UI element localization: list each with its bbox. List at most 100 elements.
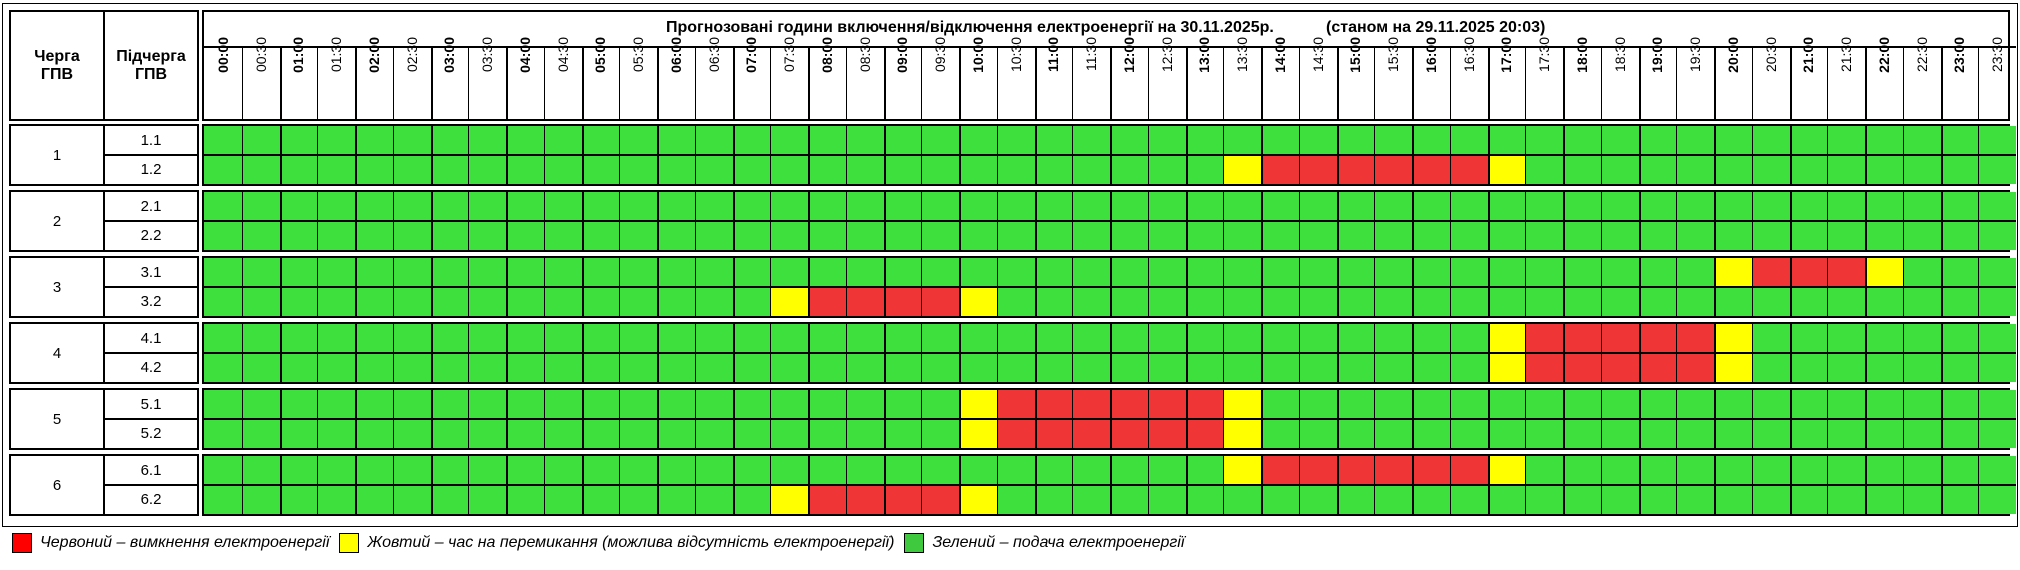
- header-slot-divider: [1487, 46, 1490, 119]
- slot-divider: [1563, 390, 1565, 448]
- schedule-cell: [808, 258, 846, 287]
- schedule-cell: [619, 324, 657, 353]
- schedule-cell: [808, 485, 846, 514]
- time-label: 00:30: [252, 37, 269, 73]
- slot-divider: [581, 126, 584, 184]
- schedule-cell: [1072, 221, 1110, 250]
- queue-label: 5: [52, 410, 62, 428]
- schedule-cell: [694, 221, 733, 250]
- schedule-cell: [392, 485, 431, 514]
- time-label: 07:30: [781, 37, 798, 73]
- schedule-cell: [468, 192, 506, 221]
- header-slot-divider: [883, 46, 886, 119]
- schedule-cell: [1978, 221, 2016, 250]
- schedule-cell: [279, 258, 318, 287]
- schedule-cell: [1223, 258, 1261, 287]
- schedule-cell: [921, 155, 959, 184]
- schedule-cell: [1034, 287, 1073, 316]
- schedule-cell: [1789, 221, 1828, 250]
- schedule-cell: [581, 419, 620, 448]
- schedule-cell: [430, 221, 469, 250]
- time-label: 06:00: [667, 37, 684, 73]
- schedule-cell: [883, 192, 922, 221]
- queue-column-header: Черга ГПВ: [34, 47, 80, 83]
- green-swatch: [904, 533, 925, 553]
- slot-divider: [959, 456, 961, 514]
- schedule-cell: [279, 324, 318, 353]
- slot-divider: [1789, 126, 1792, 184]
- slot-divider: [1412, 324, 1414, 382]
- schedule-cell: [1261, 353, 1299, 382]
- schedule-cell: [392, 287, 431, 316]
- schedule-cell: [996, 485, 1035, 514]
- schedule-cell: [1525, 221, 1563, 250]
- schedule-cell: [1827, 353, 1865, 382]
- schedule-cell: [1449, 192, 1488, 221]
- schedule-cell: [1298, 221, 1337, 250]
- schedule-cell: [1034, 485, 1073, 514]
- schedule-cell: [1412, 419, 1450, 448]
- schedule-cell: [1827, 221, 1865, 250]
- slot-divider: [355, 258, 357, 316]
- schedule-cell: [1223, 324, 1261, 353]
- schedule-cell: [770, 192, 808, 221]
- schedule-cell: [279, 390, 318, 419]
- schedule-cell: [883, 324, 922, 353]
- slot-divider: [317, 390, 319, 448]
- schedule-cell: [1261, 287, 1299, 316]
- schedule-cell: [1865, 353, 1903, 382]
- schedule-cell: [543, 287, 582, 316]
- time-label: 14:30: [1309, 37, 1326, 73]
- schedule-cell: [921, 419, 959, 448]
- subqueue-divider: [103, 418, 199, 420]
- subqueue-divider: [103, 154, 199, 156]
- time-label: 22:30: [1913, 37, 1930, 73]
- schedule-cell: [1600, 258, 1639, 287]
- slot-divider: [883, 126, 886, 184]
- slot-divider: [1261, 324, 1263, 382]
- schedule-cell: [1978, 287, 2016, 316]
- schedule-cell: [1261, 155, 1299, 184]
- schedule-cell: [1223, 419, 1261, 448]
- schedule-cell: [1563, 324, 1601, 353]
- schedule-cell: [468, 126, 506, 155]
- schedule-cell: [845, 192, 884, 221]
- slot-divider: [1978, 324, 1980, 382]
- schedule-cell: [959, 324, 997, 353]
- schedule-cell: [1525, 155, 1563, 184]
- schedule-cell: [657, 353, 695, 382]
- header-slot-divider: [1223, 46, 1225, 119]
- header-slot-divider: [1110, 46, 1112, 119]
- schedule-cell: [204, 155, 242, 184]
- schedule-cell: [1261, 390, 1299, 419]
- schedule-cell: [1827, 155, 1865, 184]
- slot-divider: [543, 192, 545, 250]
- schedule-cell: [1525, 390, 1563, 419]
- schedule-cell: [392, 192, 431, 221]
- header-slot-divider: [1072, 46, 1074, 119]
- schedule-cell: [468, 287, 506, 316]
- slot-divider: [1374, 324, 1376, 382]
- schedule-cell: [845, 485, 884, 514]
- schedule-cell: [1147, 192, 1186, 221]
- schedule-cell: [1298, 353, 1337, 382]
- header-slot-divider: [1865, 46, 1867, 119]
- schedule-cell: [732, 456, 771, 485]
- schedule-cell: [430, 456, 469, 485]
- slot-divider: [959, 258, 961, 316]
- time-label: 17:00: [1498, 37, 1515, 73]
- schedule-cell: [1374, 155, 1412, 184]
- slot-divider: [1336, 324, 1339, 382]
- slot-divider: [694, 456, 696, 514]
- time-label: 05:30: [630, 37, 647, 73]
- schedule-cell: [959, 485, 997, 514]
- schedule-cell: [1261, 419, 1299, 448]
- subqueue-label: 3.1: [140, 264, 162, 281]
- yellow-swatch: [339, 533, 360, 553]
- slot-divider: [808, 258, 810, 316]
- schedule-cell: [1147, 485, 1186, 514]
- schedule-cell: [1600, 126, 1639, 155]
- schedule-cell: [1412, 192, 1450, 221]
- slot-divider: [1185, 324, 1188, 382]
- schedule-cell: [1751, 155, 1790, 184]
